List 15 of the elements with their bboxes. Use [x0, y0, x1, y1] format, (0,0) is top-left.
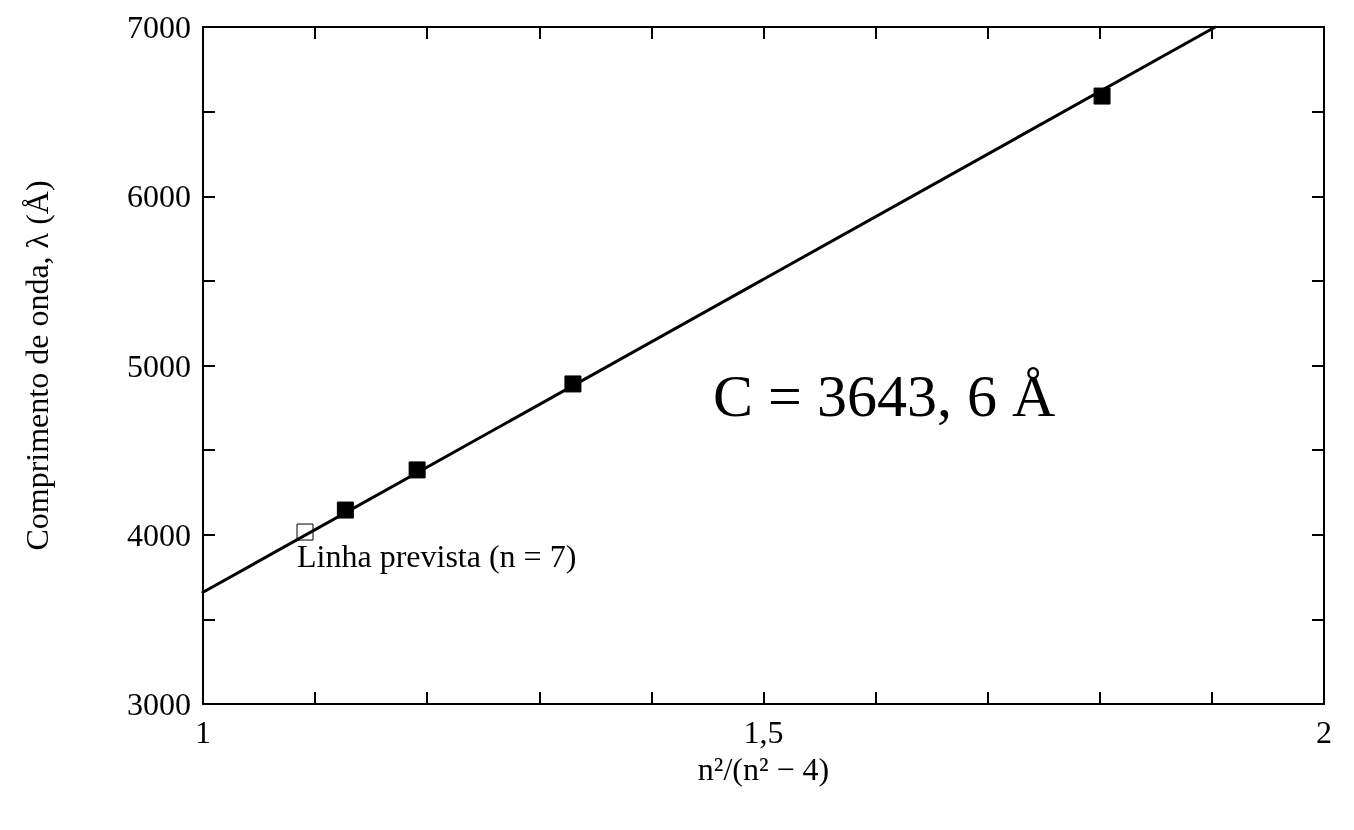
point: [564, 375, 582, 393]
x-tick-label: 1,5: [743, 714, 784, 750]
y-tick-label: 3000: [127, 686, 191, 722]
y-tick-label: 7000: [127, 9, 191, 45]
point: [408, 461, 426, 479]
annotation: Linha prevista (n = 7): [297, 538, 577, 575]
y-tick-label: 5000: [127, 347, 191, 384]
point: [1093, 87, 1111, 105]
y-tick-label: 6000: [127, 178, 191, 215]
y-tick-label: 4000: [127, 516, 191, 553]
x-axis-title: n²/(n² − 4): [697, 750, 830, 787]
y-axis-title: Comprimento de onda, λ (Å): [19, 180, 55, 551]
x-tick-label: 1: [195, 714, 211, 750]
x-tick-label: 2: [1316, 714, 1332, 750]
annotation: C = 3643, 6 Å: [713, 362, 1056, 429]
